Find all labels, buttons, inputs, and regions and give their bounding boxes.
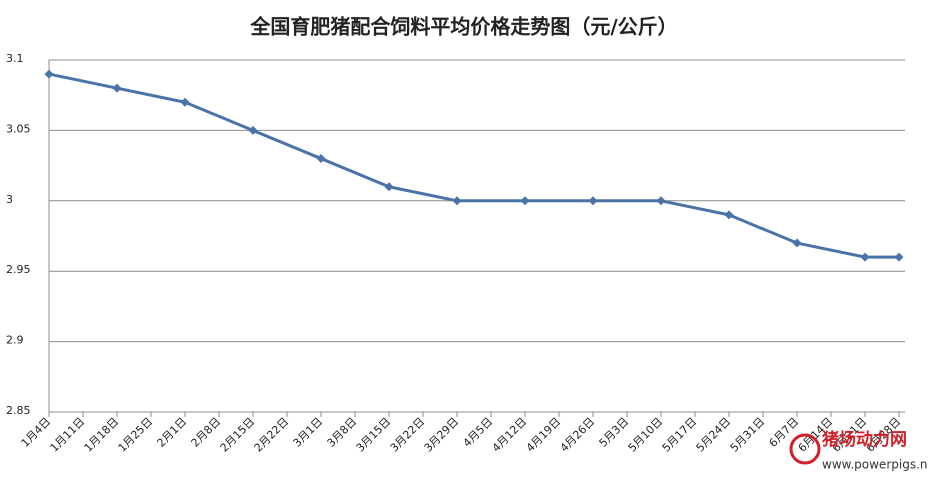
y-tick-label: 3.1 bbox=[6, 52, 24, 65]
data-point bbox=[520, 196, 530, 206]
y-tick-label: 3.05 bbox=[6, 122, 31, 135]
line-segment bbox=[795, 241, 867, 259]
data-point bbox=[316, 154, 326, 164]
data-point bbox=[860, 252, 870, 262]
chart-title: 全国育肥猪配合饲料平均价格走势图（元/公斤） bbox=[249, 15, 677, 39]
y-tick-label: 2.95 bbox=[6, 263, 31, 276]
data-point bbox=[44, 69, 54, 79]
data-point bbox=[112, 83, 122, 93]
watermark-logo bbox=[789, 433, 821, 465]
data-point bbox=[792, 238, 802, 248]
data-point bbox=[180, 97, 190, 107]
line-segment bbox=[251, 128, 323, 161]
line-segment bbox=[47, 72, 119, 90]
data-point bbox=[894, 252, 904, 262]
line-segment bbox=[727, 213, 799, 245]
line-segment bbox=[183, 100, 255, 132]
data-point bbox=[384, 182, 394, 192]
y-tick-label: 2.9 bbox=[6, 334, 24, 347]
watermark-name: 猪场动力网 bbox=[822, 429, 907, 450]
line-segment bbox=[659, 199, 731, 217]
line-segment bbox=[319, 157, 391, 189]
data-point bbox=[248, 125, 258, 135]
line-segment bbox=[115, 86, 187, 104]
watermark: 猪场动力网 www.powerpigs.net bbox=[789, 429, 928, 472]
data-point bbox=[724, 210, 734, 220]
y-tick-label: 3 bbox=[6, 193, 13, 206]
data-point bbox=[656, 196, 666, 206]
data-point bbox=[588, 196, 598, 206]
line-segment bbox=[387, 185, 459, 203]
data-point bbox=[452, 196, 462, 206]
y-tick-label: 2.85 bbox=[6, 404, 31, 417]
watermark-url: www.powerpigs.net bbox=[822, 458, 928, 472]
